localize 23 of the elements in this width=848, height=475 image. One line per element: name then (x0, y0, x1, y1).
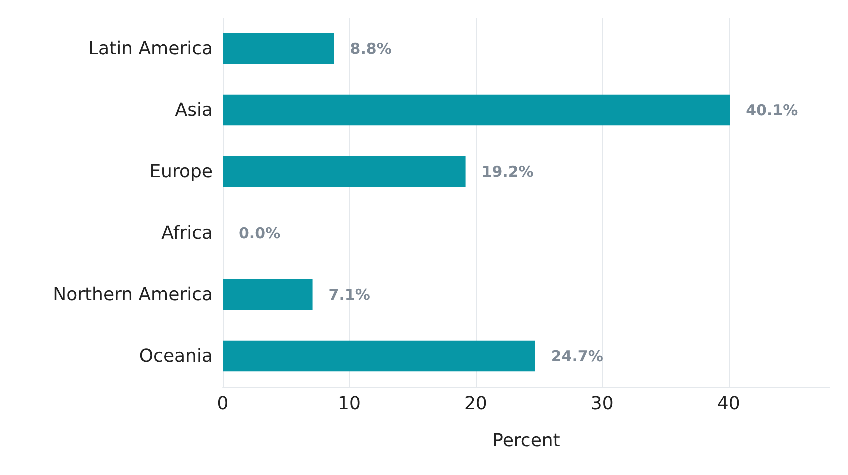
y-tick-label: Latin America (88, 38, 213, 60)
data-label: 40.1% (746, 101, 798, 120)
data-label: 0.0% (239, 224, 281, 242)
x-tick-label: 10 (338, 394, 361, 414)
y-tick-label: Asia (175, 100, 213, 121)
x-tick-label: 20 (464, 394, 488, 414)
y-tick-label: Africa (162, 222, 213, 244)
data-label: 24.7% (551, 347, 604, 366)
data-label: 8.8% (350, 40, 392, 58)
x-axis-title: Percent (492, 430, 560, 452)
bar (223, 94, 730, 126)
x-tick-label: 0 (217, 394, 229, 414)
data-label: 7.1% (328, 286, 370, 304)
bar (223, 156, 466, 188)
x-tick-label: 40 (717, 394, 740, 414)
data-label: 19.2% (482, 162, 534, 181)
bar (223, 33, 334, 64)
x-tick-label: 30 (590, 394, 614, 414)
y-tick-label: Oceania (139, 346, 213, 367)
y-tick-label: Europe (150, 161, 213, 182)
bar (223, 340, 536, 372)
y-tick-label: Northern America (53, 284, 213, 306)
bar (223, 279, 313, 310)
